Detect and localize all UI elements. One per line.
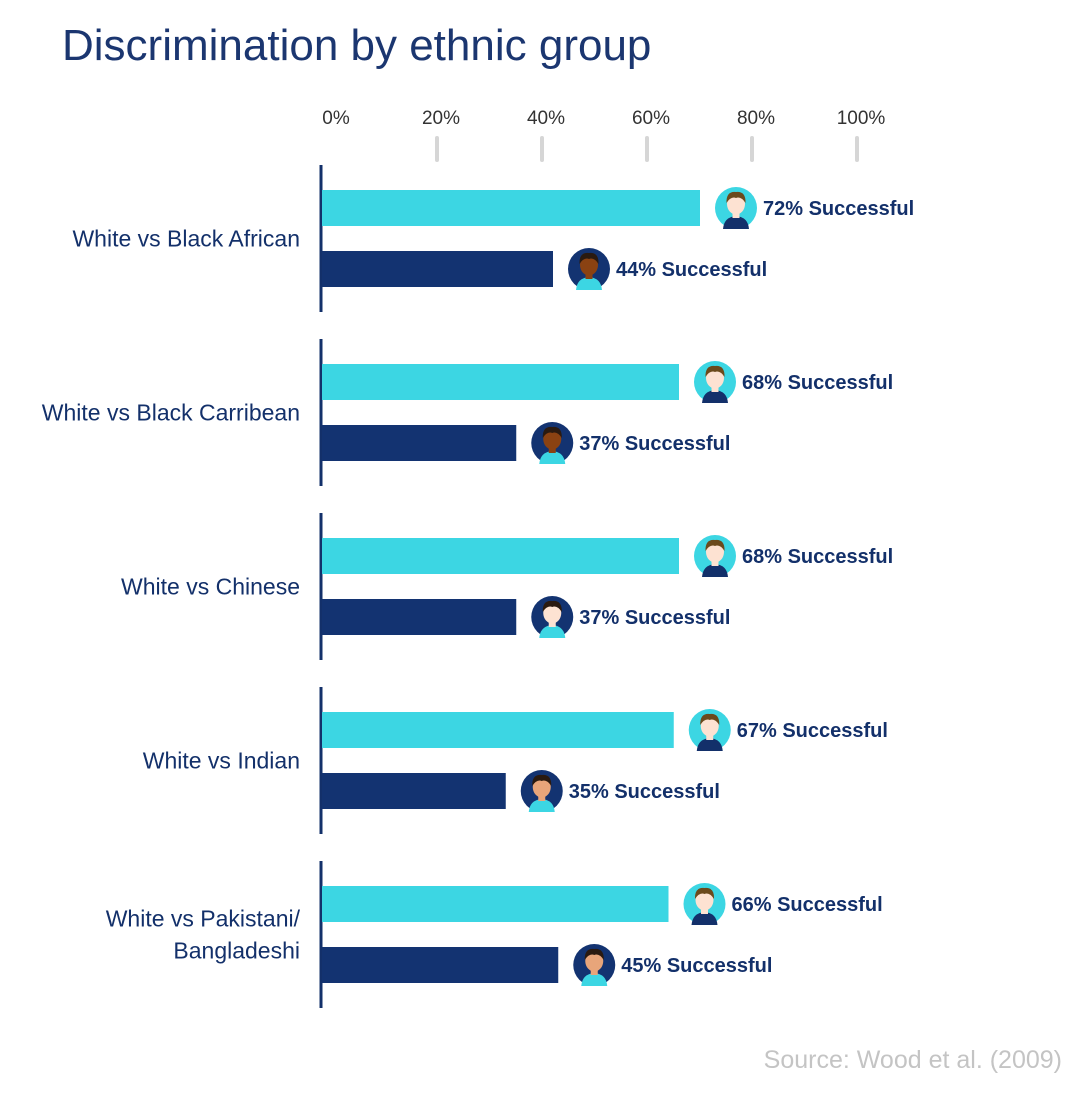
bar-value-label: 44% Successful xyxy=(616,259,767,281)
minority-applicant-avatar-icon xyxy=(520,770,563,812)
bar-value-label: 72% Successful xyxy=(763,198,914,220)
bar-value-label: 66% Successful xyxy=(732,894,883,916)
x-tick-label: 80% xyxy=(737,108,775,129)
white-applicant-avatar-icon xyxy=(688,709,731,751)
group-label: White vs Chinese xyxy=(121,574,300,600)
minority-applicant-avatar-icon xyxy=(531,596,574,638)
white-applicant-avatar-icon xyxy=(715,187,757,229)
minority-applicant-bar xyxy=(322,599,517,635)
x-tick-label: 60% xyxy=(632,108,670,129)
source-note: Source: Wood et al. (2009) xyxy=(764,1046,1062,1074)
group-label: White vs Pakistani/ xyxy=(106,906,301,932)
minority-applicant-avatar-icon xyxy=(531,422,574,464)
white-applicant-bar xyxy=(322,886,669,922)
minority-applicant-bar xyxy=(322,251,553,287)
minority-applicant-bar xyxy=(322,425,517,461)
group-label: White vs Black African xyxy=(72,226,300,252)
group-label: White vs Black Carribean xyxy=(42,400,300,426)
x-tick-label: 20% xyxy=(422,108,460,129)
x-tick-label: 40% xyxy=(527,108,565,129)
group-label: Bangladeshi xyxy=(173,938,300,964)
bar-value-label: 37% Successful xyxy=(579,433,730,455)
minority-applicant-bar xyxy=(322,947,559,983)
x-tick-label: 0% xyxy=(322,108,350,129)
bar-value-label: 68% Successful xyxy=(742,546,893,568)
chart-title: Discrimination by ethnic group xyxy=(62,21,651,70)
bar-value-label: 45% Successful xyxy=(621,955,772,977)
bar-value-label: 67% Successful xyxy=(737,720,888,742)
minority-applicant-avatar-icon xyxy=(573,944,616,986)
minority-applicant-avatar-icon xyxy=(568,248,610,290)
white-applicant-bar xyxy=(322,364,679,400)
bar-value-label: 35% Successful xyxy=(569,781,720,803)
white-applicant-bar xyxy=(322,538,679,574)
minority-applicant-bar xyxy=(322,773,506,809)
white-applicant-avatar-icon xyxy=(694,535,736,577)
white-applicant-bar xyxy=(322,712,674,748)
group-label: White vs Indian xyxy=(143,748,300,774)
white-applicant-avatar-icon xyxy=(683,883,726,925)
bar-value-label: 37% Successful xyxy=(579,607,730,629)
white-applicant-avatar-icon xyxy=(694,361,736,403)
bar-value-label: 68% Successful xyxy=(742,372,893,394)
white-applicant-bar xyxy=(322,190,700,226)
x-tick-label: 100% xyxy=(837,108,886,129)
